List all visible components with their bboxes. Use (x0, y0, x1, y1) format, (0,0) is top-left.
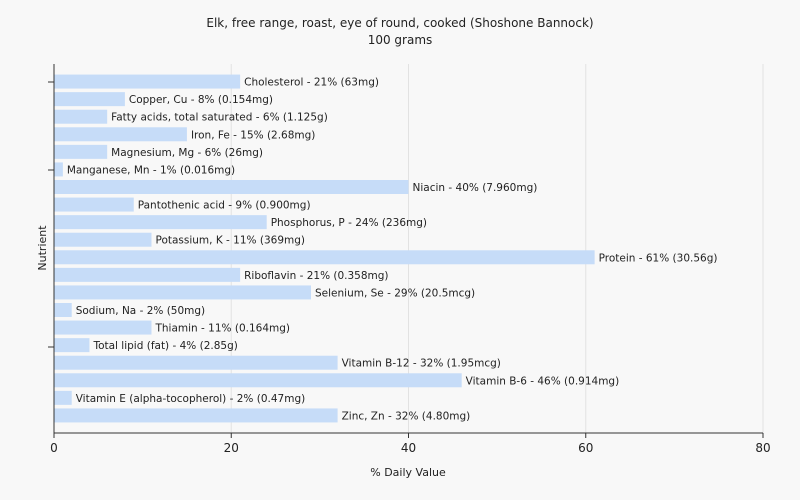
bar-label: Vitamin B-12 - 32% (1.95mcg) (342, 358, 501, 370)
bar-label: Potassium, K - 11% (369mg) (155, 235, 305, 247)
bar-label: Niacin - 40% (7.960mg) (413, 182, 538, 194)
bar (54, 320, 152, 335)
bar (54, 197, 134, 212)
bar (54, 250, 595, 265)
bar (54, 267, 241, 282)
x-axis-label: % Daily Value (370, 466, 446, 479)
bar (54, 92, 125, 107)
bar (54, 390, 72, 405)
x-tick-label: 0 (50, 441, 58, 455)
bar-label: Magnesium, Mg - 6% (26mg) (111, 147, 263, 159)
bar-label: Vitamin E (alpha-tocopherol) - 2% (0.47m… (76, 393, 306, 405)
bar (54, 74, 241, 89)
bar-label: Pantothenic acid - 9% (0.900mg) (138, 200, 311, 212)
bar-label: Iron, Fe - 15% (2.68mg) (191, 129, 315, 141)
bar (54, 373, 462, 388)
chart-subtitle: 100 grams (368, 33, 433, 47)
bar-label: Vitamin B-6 - 46% (0.914mg) (466, 375, 620, 387)
bar (54, 144, 108, 159)
bar (54, 215, 267, 230)
grid-lines (230, 64, 764, 433)
bar (54, 338, 90, 353)
bar-label: Selenium, Se - 29% (20.5mcg) (315, 287, 475, 299)
y-axis-label: Nutrient (36, 225, 49, 271)
bar-label: Fatty acids, total saturated - 6% (1.125… (111, 112, 328, 124)
bar (54, 232, 152, 247)
bar-label: Phosphorus, P - 24% (236mg) (271, 217, 427, 229)
bar (54, 127, 187, 142)
bar-label: Cholesterol - 21% (63mg) (244, 77, 379, 89)
bar-label: Protein - 61% (30.56g) (599, 252, 718, 264)
bar-label: Manganese, Mn - 1% (0.016mg) (67, 164, 235, 176)
x-tick-label: 80 (755, 441, 770, 455)
bar-label: Copper, Cu - 8% (0.154mg) (129, 94, 273, 106)
bar (54, 355, 338, 370)
bar (54, 180, 409, 194)
x-tick-label: 60 (578, 441, 593, 455)
x-tick-label: 40 (401, 441, 416, 455)
bar-label: Thiamin - 11% (0.164mg) (154, 323, 290, 335)
bar (54, 303, 72, 317)
x-tick-labels: 0 20 40 60 80 (50, 433, 771, 455)
bar-label: Total lipid (fat) - 4% (2.85g) (92, 340, 237, 352)
bar-label: Riboflavin - 21% (0.358mg) (244, 270, 388, 282)
bar-label: Sodium, Na - 2% (50mg) (76, 305, 205, 317)
bar (54, 109, 108, 124)
bar-label: Zinc, Zn - 32% (4.80mg) (342, 410, 471, 422)
bar (54, 285, 312, 300)
bar (54, 408, 338, 423)
bar (54, 162, 63, 177)
x-tick-label: 20 (224, 441, 239, 455)
chart-title: Elk, free range, roast, eye of round, co… (206, 16, 593, 30)
bars-group: Cholesterol - 21% (63mg) Copper, Cu - 8% … (54, 74, 718, 423)
